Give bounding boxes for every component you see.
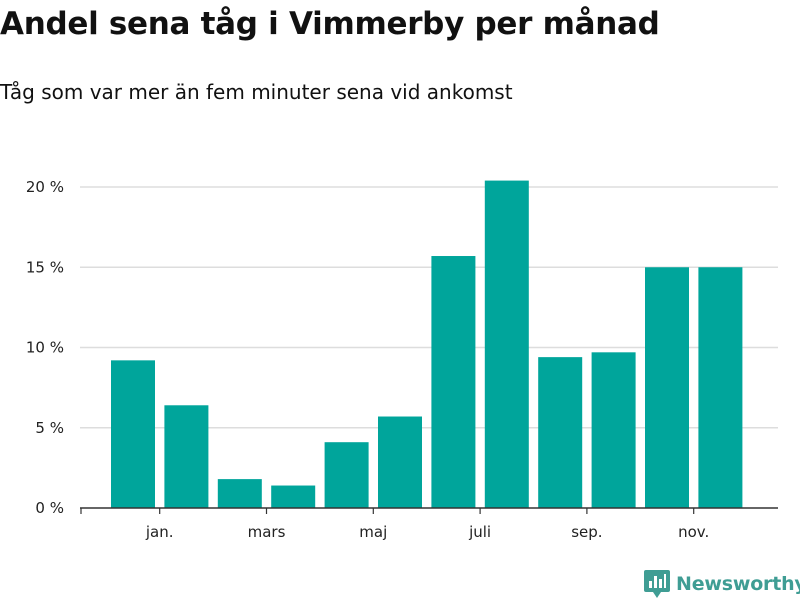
- x-tick-label: juli: [468, 523, 491, 541]
- bar: [591, 352, 636, 508]
- y-tick-label: 15 %: [26, 258, 64, 276]
- bar: [271, 485, 316, 508]
- bar: [164, 405, 209, 508]
- newsworthy-logo-text: Newsworthy: [676, 573, 800, 595]
- x-tick-label: sep.: [571, 523, 602, 541]
- bar: [431, 256, 476, 508]
- x-tick-label: nov.: [678, 523, 709, 541]
- bar: [378, 416, 422, 508]
- x-tick-label: mars: [248, 523, 286, 541]
- x-tick-label: jan.: [145, 523, 174, 541]
- newsworthy-logo: Newsworthy: [644, 569, 800, 599]
- bar: [324, 442, 369, 508]
- bar: [698, 267, 743, 508]
- bar: [538, 357, 583, 508]
- newsworthy-logo-icon: [644, 570, 670, 598]
- y-tick-label: 20 %: [26, 178, 64, 196]
- bar: [111, 360, 155, 508]
- chart-subtitle: Tåg som var mer än fem minuter sena vid …: [0, 80, 513, 104]
- y-tick-label: 5 %: [35, 419, 64, 437]
- y-tick-label: 10 %: [26, 339, 64, 357]
- x-tick-label: maj: [359, 523, 387, 541]
- y-tick-label: 0 %: [35, 499, 64, 517]
- bar: [217, 479, 262, 508]
- bar-chart: 0 % 5 % 10 % 15 % 20 % jan. mars maj juli sep. nov…: [26, 178, 778, 541]
- chart-title: Andel sena tåg i Vimmerby per månad: [0, 6, 660, 42]
- bar: [484, 180, 529, 508]
- bar: [645, 267, 689, 508]
